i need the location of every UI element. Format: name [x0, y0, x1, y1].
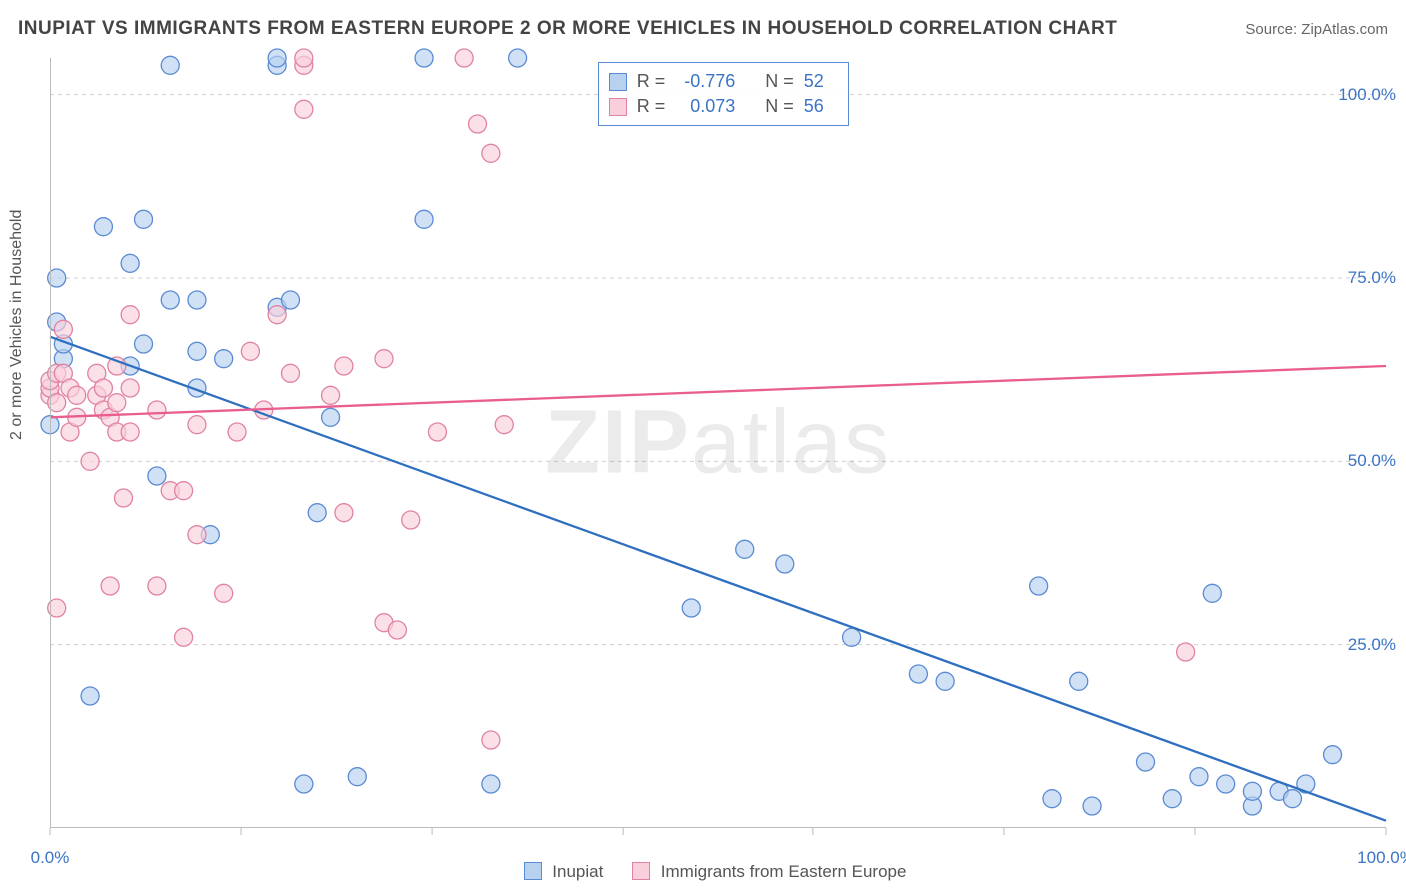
y-tick-label: 75.0%	[1348, 268, 1396, 288]
legend-swatch-immigrants	[632, 862, 650, 880]
legend-label-inupiat: Inupiat	[552, 862, 603, 881]
chart-header: INUPIAT VS IMMIGRANTS FROM EASTERN EUROP…	[18, 18, 1388, 40]
n-value: 52	[804, 69, 834, 94]
chart-title: INUPIAT VS IMMIGRANTS FROM EASTERN EUROP…	[18, 18, 1117, 40]
stats-legend: R = -0.776 N = 52 R = 0.073 N = 56	[598, 62, 849, 126]
stats-legend-row: R = 0.073 N = 56	[609, 94, 834, 119]
legend-swatch-icon	[609, 73, 627, 91]
n-label: N =	[765, 69, 794, 94]
n-value: 56	[804, 94, 834, 119]
y-tick-label: 50.0%	[1348, 451, 1396, 471]
y-tick-label: 25.0%	[1348, 635, 1396, 655]
bottom-legend: Inupiat Immigrants from Eastern Europe	[0, 862, 1406, 882]
source-link[interactable]: ZipAtlas.com	[1301, 21, 1388, 38]
y-axis-ticks: 25.0% 50.0% 75.0% 100.0%	[1316, 58, 1396, 828]
stats-legend-row: R = -0.776 N = 52	[609, 69, 834, 94]
legend-label-immigrants: Immigrants from Eastern Europe	[661, 862, 907, 881]
legend-swatch-icon	[609, 98, 627, 116]
r-label: R =	[637, 69, 666, 94]
y-axis-label: 2 or more Vehicles in Household	[8, 210, 26, 440]
r-label: R =	[637, 94, 666, 119]
source-prefix: Source:	[1245, 21, 1301, 38]
y-tick-label: 100.0%	[1338, 85, 1396, 105]
chart-source: Source: ZipAtlas.com	[1245, 21, 1388, 38]
n-label: N =	[765, 94, 794, 119]
plot-wrap: ZIPatlas R =-0.776N =52R =0.073N =56	[50, 58, 1386, 828]
plot-border	[50, 58, 1386, 828]
legend-swatch-inupiat	[524, 862, 542, 880]
r-value: -0.776	[675, 69, 735, 94]
r-value: 0.073	[675, 94, 735, 119]
